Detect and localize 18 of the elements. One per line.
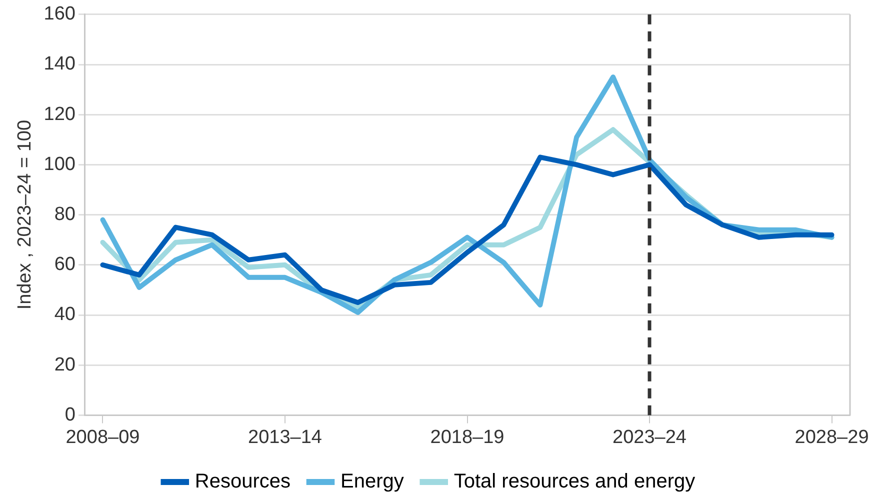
legend-label: Energy [340,470,404,493]
x-tick-label: 2013–14 [248,426,322,448]
y-axis-title: Index , 2023–24 = 100 [14,120,36,310]
y-tick-label: 20 [54,354,76,376]
y-tick-label: 160 [44,4,76,25]
x-tick-label: 2018–19 [430,426,504,448]
y-tick-label: 0 [64,404,76,426]
y-tick-label: 140 [44,54,76,75]
legend-label: Total resources and energy [454,470,696,493]
legend-label: Resources [194,470,290,493]
y-tick-label: 80 [54,204,76,226]
x-tick-label: 2023–24 [612,426,687,448]
x-tick-label: 2008–09 [66,426,140,448]
y-tick-label: 120 [44,104,76,125]
x-tick-label: 2028–29 [794,426,869,448]
y-tick-label: 100 [44,154,76,175]
y-tick-label: 40 [54,304,76,326]
y-tick-label: 60 [54,254,76,276]
